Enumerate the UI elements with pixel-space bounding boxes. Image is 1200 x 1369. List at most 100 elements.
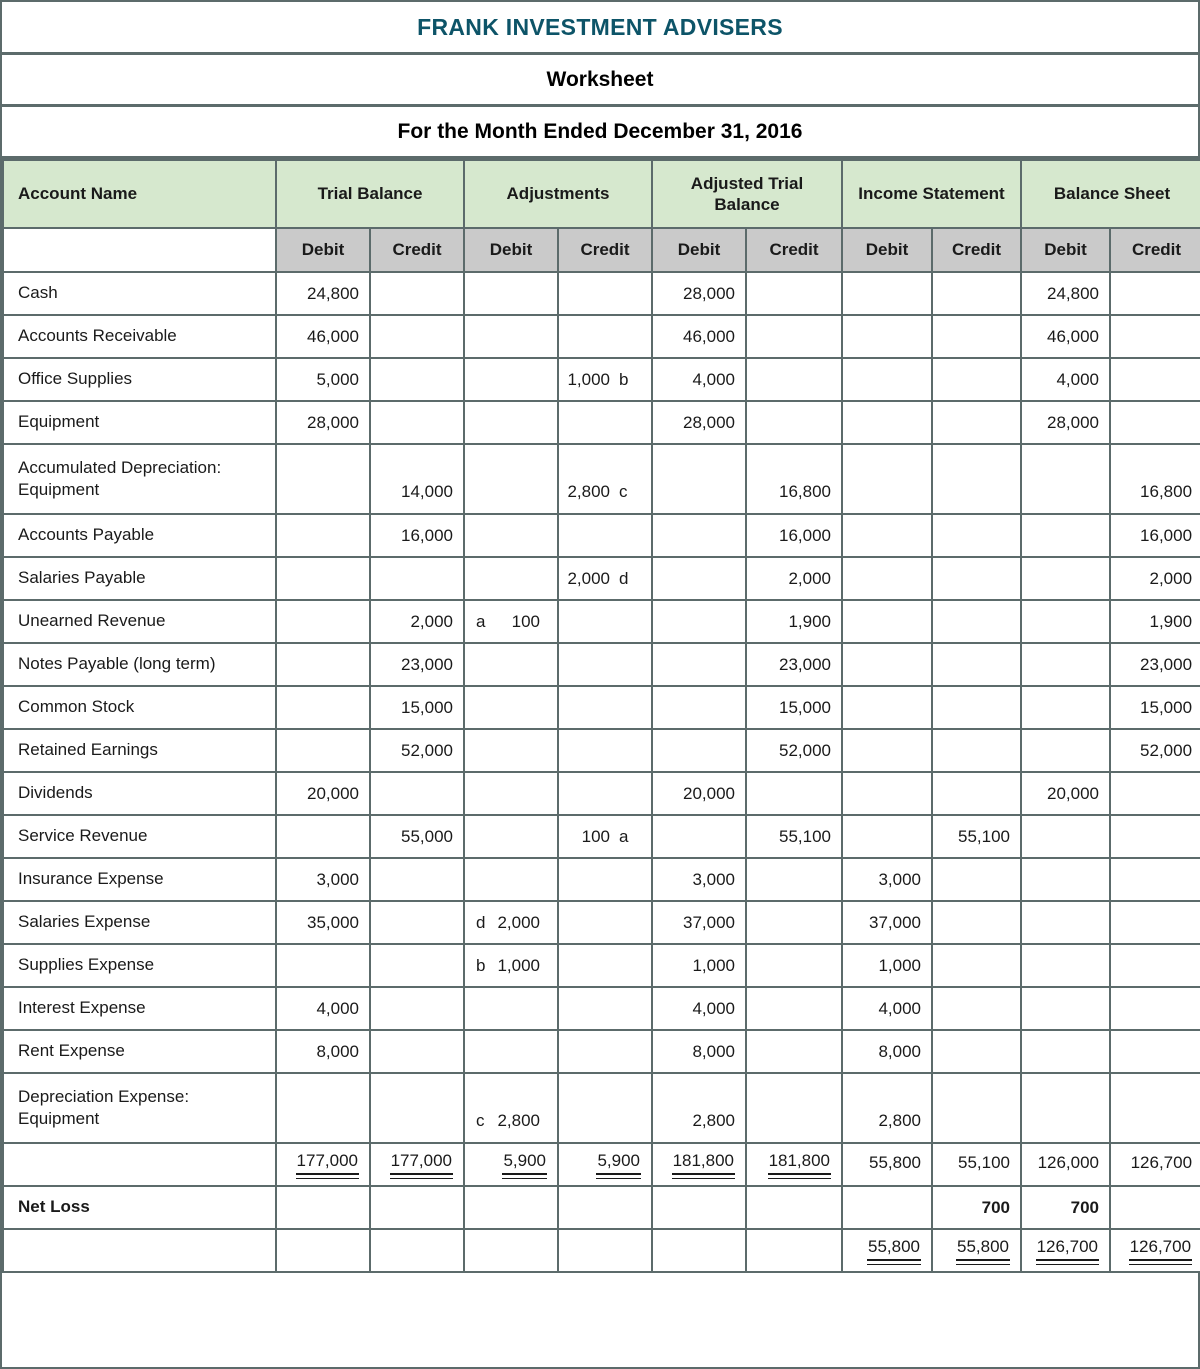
balance-sheet-debit-header: Debit: [1020, 227, 1112, 273]
adjusted-trial-balance-debit-cell: [651, 556, 748, 601]
balance-sheet-credit-cell: [1109, 771, 1200, 816]
adjusted-trial-balance-credit-cell: 52,000: [745, 728, 844, 773]
cell-value: 2,000: [788, 568, 832, 588]
trial-balance-debit-cell: 35,000: [275, 900, 371, 945]
income-statement-debit-cell: 37,000: [841, 900, 934, 945]
trial-balance-credit-cell: [368, 1029, 466, 1074]
account-name-cell: Office Supplies: [2, 357, 277, 402]
cell-value: 1,900: [1149, 611, 1193, 631]
adjusted-trial-balance-credit-cell: 16,800: [745, 443, 844, 515]
adjustments-debit-cell: d 2,000: [463, 900, 560, 945]
adjusted-trial-balance-debit-cell: [651, 728, 748, 773]
balance-sheet-debit-cell: 24,800: [1020, 271, 1112, 316]
adjustments-credit-cell: [557, 400, 654, 445]
adjustment-letter: c: [619, 482, 628, 501]
adjusted-trial-balance-debit-cell: 46,000: [651, 314, 748, 359]
income-statement-credit-header: Credit: [931, 227, 1023, 273]
balance-sheet-credit-cell: [1109, 400, 1200, 445]
trial-balance-debit-cell: [275, 1072, 371, 1144]
adjusted-trial-balance-debit-cell: [651, 1185, 748, 1230]
adjustments-debit-cell: [463, 857, 560, 902]
adjusted-trial-balance-debit-cell: [651, 443, 748, 515]
adjustments-credit-cell: [557, 943, 654, 988]
adjusted-trial-balance-debit-cell: [651, 513, 748, 558]
trial-balance-credit-cell: 55,000: [368, 814, 466, 859]
account-name-header: Account Name: [2, 159, 277, 229]
balance-sheet-debit-cell: [1020, 986, 1112, 1031]
adjustment-entry: d 2,000: [466, 913, 556, 933]
adjusted-trial-balance-credit-cell: [745, 1185, 844, 1230]
account-name-cell: Insurance Expense: [2, 857, 277, 902]
cell-value: 126,700: [1128, 1237, 1193, 1265]
table-row: Insurance Expense 3,000 3,000 3,000: [2, 857, 1200, 902]
balance-sheet-debit-cell: [1020, 443, 1112, 515]
worksheet-grid: Account Name Trial Balance Adjustments A…: [2, 159, 1200, 1273]
income-statement-credit-cell: [931, 400, 1023, 445]
trial-balance-credit-cell: [368, 943, 466, 988]
income-statement-credit-cell: [931, 1072, 1023, 1144]
balance-sheet-credit-cell: [1109, 857, 1200, 902]
adjustments-credit-cell: [557, 642, 654, 687]
document-title-row: Worksheet: [2, 55, 1198, 107]
income-statement-debit-cell: [841, 556, 934, 601]
account-name-cell: Notes Payable (long term): [2, 642, 277, 687]
adjustments-credit-cell: [557, 857, 654, 902]
adjustments-credit-cell: [557, 685, 654, 730]
balance-sheet-debit-cell: 4,000: [1020, 357, 1112, 402]
table-row: Depreciation Expense: Equipment c 2,800 2,8…: [2, 1072, 1200, 1144]
balance-sheet-credit-cell: [1109, 357, 1200, 402]
adjustments-credit-cell: [557, 1185, 654, 1230]
balance-sheet-debit-cell: [1020, 728, 1112, 773]
income-statement-debit-cell: [841, 771, 934, 816]
cell-value: 1,000: [497, 955, 541, 975]
cell-value: 46,000: [1047, 326, 1100, 346]
account-name-cell: Supplies Expense: [2, 943, 277, 988]
trial-balance-debit-cell: 8,000: [275, 1029, 371, 1074]
balance-sheet-debit-cell: [1020, 943, 1112, 988]
cell-value: 3,000: [878, 869, 922, 889]
adjustments-debit-cell: [463, 271, 560, 316]
cell-value: 55,800: [869, 1152, 922, 1172]
income-statement-credit-cell: 55,100: [931, 814, 1023, 859]
cell-value: 2,800: [692, 1111, 736, 1130]
table-row: 177,000 177,000 5,900 5,900 181,800 181,800 55…: [2, 1142, 1200, 1187]
table-row: Equipment 28,000 28,000 28,000: [2, 400, 1200, 445]
income-statement-credit-cell: [931, 900, 1023, 945]
cell-value: 23,000: [779, 654, 832, 674]
trial-balance-credit-cell: [368, 1185, 466, 1230]
cell-value: 700: [981, 1197, 1011, 1217]
cell-value: 55,800: [867, 1237, 922, 1265]
period-title-row: For the Month Ended December 31, 2016: [2, 107, 1198, 159]
trial-balance-credit-cell: 52,000: [368, 728, 466, 773]
cell-value: 2,000: [1149, 568, 1193, 588]
adjusted-trial-balance-credit-cell: [745, 357, 844, 402]
cell-value: 55,100: [779, 826, 832, 846]
table-row: Salaries Payable d 2,000 2,000 2,000: [2, 556, 1200, 601]
adjustment-letter: d: [619, 568, 629, 588]
cell-value: 52,000: [779, 740, 832, 760]
adjustments-debit-cell: [463, 685, 560, 730]
cell-value: 2,000: [497, 912, 541, 932]
income-statement-credit-cell: [931, 357, 1023, 402]
trial-balance-credit-cell: [368, 857, 466, 902]
income-statement-credit-cell: [931, 443, 1023, 515]
trial-balance-credit-cell: [368, 1228, 466, 1273]
income-statement-debit-cell: 3,000: [841, 857, 934, 902]
trial-balance-debit-cell: [275, 513, 371, 558]
adjusted-trial-balance-credit-cell: [745, 271, 844, 316]
balance-sheet-credit-cell: 1,900: [1109, 599, 1200, 644]
cell-value: 28,000: [307, 412, 359, 432]
balance-sheet-credit-cell: [1109, 1185, 1200, 1230]
income-statement-debit-cell: [841, 1185, 934, 1230]
table-row: Cash 24,800 28,000 24,800: [2, 271, 1200, 316]
cell-value: 3,000: [692, 869, 736, 889]
adjustments-credit-cell: [557, 1029, 654, 1074]
cell-value: 16,800: [1140, 482, 1193, 501]
trial-balance-credit-header: Credit: [368, 227, 466, 273]
balance-sheet-credit-cell: 16,000: [1109, 513, 1200, 558]
table-row: Notes Payable (long term) 23,000 23,000 23,…: [2, 642, 1200, 687]
cell-value: 55,100: [958, 1152, 1011, 1172]
adjusted-trial-balance-credit-cell: [745, 943, 844, 988]
account-name-cell: [2, 1228, 277, 1273]
trial-balance-debit-cell: [275, 814, 371, 859]
